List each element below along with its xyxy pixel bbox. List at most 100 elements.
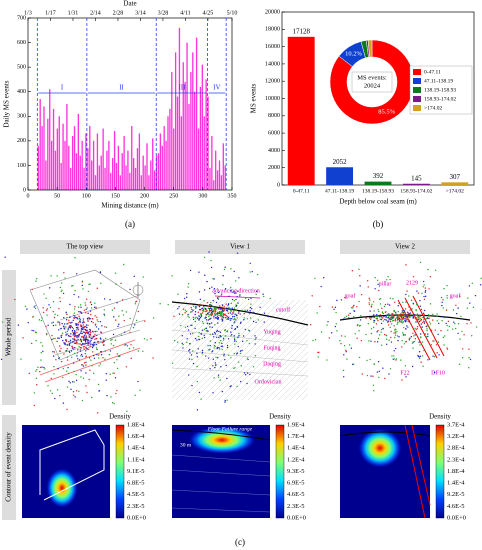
event-point: [45, 309, 48, 311]
bar: [140, 175, 142, 190]
event-point: [343, 345, 346, 347]
event-point: [410, 336, 413, 338]
event-point: [56, 275, 58, 277]
event-point: [83, 334, 86, 337]
event-point: [249, 271, 251, 273]
value-label: 17128: [292, 27, 310, 35]
event-point: [210, 259, 212, 262]
event-point: [81, 355, 84, 357]
y-tick-label: 8000: [268, 113, 280, 119]
bar: [96, 133, 99, 190]
bar: [148, 175, 150, 190]
event-point: [76, 336, 78, 339]
event-point: [41, 366, 43, 368]
event-point: [393, 310, 396, 313]
event-point: [358, 325, 361, 327]
event-point: [429, 303, 432, 305]
x2-tick-label: 2/28: [113, 10, 124, 16]
event-point: [427, 333, 429, 335]
event-point: [225, 316, 227, 319]
event-point: [187, 313, 189, 316]
event-point: [403, 310, 406, 312]
event-point: [471, 282, 474, 284]
event-point: [451, 328, 454, 330]
event-point: [209, 304, 211, 306]
bar: [222, 143, 224, 190]
event-point: [74, 290, 76, 292]
event-point: [206, 310, 208, 312]
event-point: [52, 311, 54, 313]
x2-tick-label: 2/14: [90, 10, 101, 16]
event-point: [80, 355, 82, 357]
event-point: [102, 357, 104, 359]
event-point: [221, 318, 223, 320]
event-point: [66, 344, 69, 346]
bar: [77, 113, 80, 190]
event-point: [412, 302, 415, 305]
event-point: [433, 340, 435, 342]
bar: [132, 158, 135, 190]
bar: [102, 128, 104, 190]
event-point: [233, 340, 236, 342]
event-point: [81, 399, 84, 402]
event-point: [81, 281, 83, 283]
event-point: [427, 340, 430, 343]
event-point: [84, 337, 87, 339]
event-point: [89, 317, 91, 320]
event-point: [437, 333, 439, 336]
event-point: [187, 315, 189, 317]
event-point: [368, 297, 370, 300]
event-point: [368, 302, 370, 304]
event-point: [112, 372, 114, 374]
event-point: [89, 341, 92, 343]
event-point: [424, 333, 427, 335]
event-point: [69, 382, 71, 384]
event-point: [415, 328, 417, 331]
event-point: [240, 365, 243, 367]
x-tick-label: 158.93-174.02: [400, 188, 432, 194]
event-point: [83, 321, 85, 323]
event-point: [394, 332, 397, 334]
event-point: [83, 345, 85, 348]
event-point: [230, 385, 232, 387]
event-point: [229, 385, 231, 388]
event-point: [369, 358, 371, 361]
event-point: [95, 326, 98, 328]
event-point: [385, 316, 387, 319]
event-point: [53, 366, 55, 368]
event-point: [91, 351, 94, 353]
event-point: [407, 295, 410, 297]
event-point: [376, 315, 379, 318]
event-point: [457, 323, 460, 325]
event-point: [109, 373, 111, 375]
event-point: [211, 286, 213, 288]
event-point: [82, 365, 85, 367]
event-point: [80, 353, 83, 356]
x-tick-label: 0: [27, 193, 30, 199]
bar: [146, 143, 148, 190]
event-point: [220, 315, 222, 317]
event-point: [59, 300, 62, 303]
event-point: [96, 334, 98, 337]
event-point: [132, 326, 135, 329]
event-point: [230, 335, 232, 337]
event-point: [94, 323, 97, 325]
bar: [115, 162, 118, 190]
event-point: [223, 316, 225, 319]
bar: [211, 135, 213, 190]
event-point: [95, 307, 97, 309]
event-point: [233, 367, 235, 370]
bar: [79, 155, 81, 190]
event-point: [34, 331, 37, 333]
event-point: [125, 366, 128, 368]
event-point: [233, 337, 236, 339]
bar: [157, 153, 160, 190]
event-point: [442, 299, 444, 301]
event-point: [52, 301, 55, 303]
event-point: [49, 306, 52, 309]
event-point: [390, 341, 393, 343]
event-point: [422, 312, 425, 315]
event-point: [69, 303, 71, 306]
event-point: [71, 356, 73, 359]
event-point: [100, 282, 102, 285]
